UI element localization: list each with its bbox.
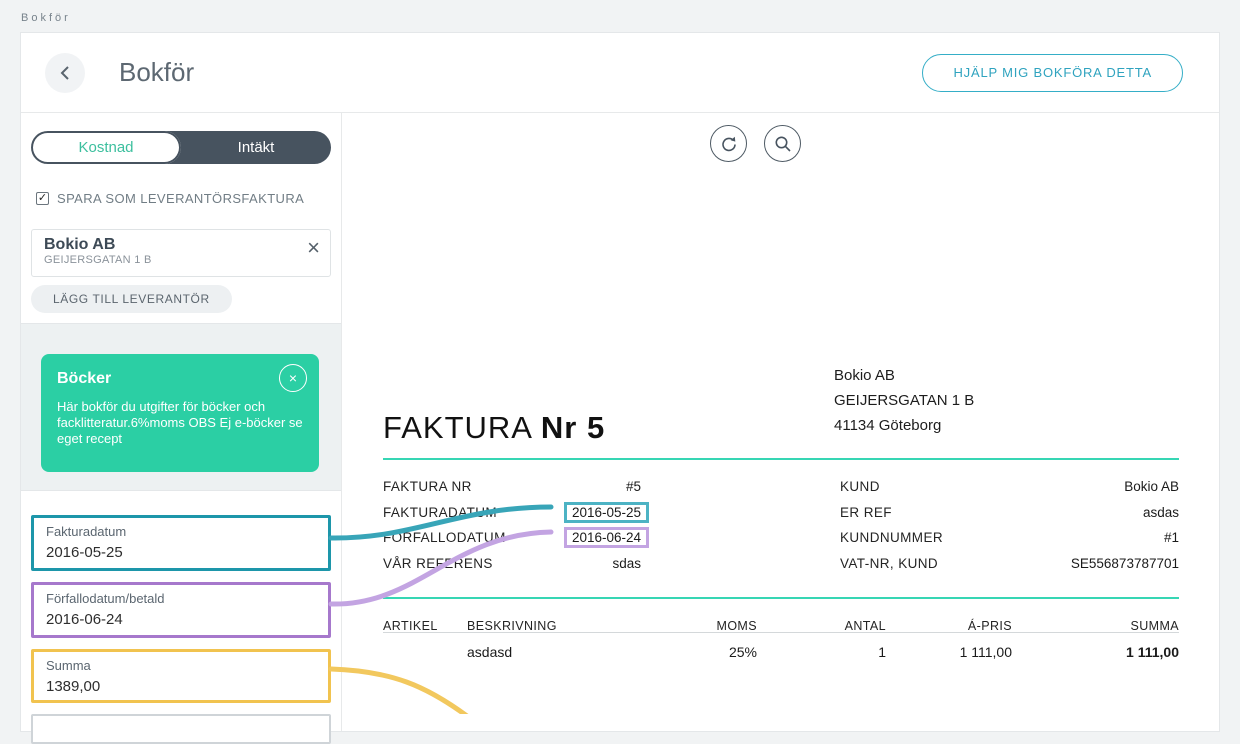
col-summa: SUMMA — [1130, 618, 1179, 633]
cost-income-toggle: Kostnad Intäkt — [31, 131, 331, 164]
meta-value: SE556873787701 — [1070, 555, 1179, 571]
header: Bokför HJÄLP MIG BOKFÖRA DETTA — [21, 33, 1219, 113]
col-moms: MOMS — [716, 618, 757, 633]
col-antal: ANTAL — [844, 618, 886, 633]
meta-row-invoice-nr: FAKTURA NR #5 — [383, 474, 641, 500]
save-as-supplier-invoice-label: SPARA SOM LEVERANTÖRSFAKTURA — [57, 191, 305, 206]
due-date-field[interactable]: Förfallodatum/betald 2016-06-24 — [31, 582, 331, 638]
invoice-date-field[interactable]: Fakturadatum 2016-05-25 — [31, 515, 331, 571]
due-date-value[interactable]: 2016-06-24 — [46, 611, 123, 628]
meta-label: ER REF — [840, 504, 892, 520]
category-close-icon[interactable]: × — [279, 364, 307, 392]
main-card: Bokför HJÄLP MIG BOKFÖRA DETTA Kostnad I… — [20, 32, 1220, 744]
rotate-icon — [721, 136, 736, 151]
supplier-name: Bokio AB — [44, 236, 116, 253]
meta-label: VAT-NR, KUND — [840, 555, 939, 571]
meta-label: FAKTURADATUM — [383, 504, 498, 520]
invoice-title-word: FAKTURA — [383, 410, 532, 445]
supplier-close-icon[interactable]: × — [307, 235, 320, 260]
save-as-supplier-invoice-checkbox[interactable]: ✓ — [36, 192, 49, 205]
col-artikel: ARTIKEL — [383, 618, 438, 633]
meta-row-due-date: FÖRFALLODATUM 2016-06-24 — [383, 525, 649, 551]
back-button[interactable] — [45, 52, 85, 93]
invoice-preview-pane: FAKTURA Nr 5 Bokio AB GEIJERSGATAN 1 B 4… — [342, 113, 1219, 731]
invoice-date-value[interactable]: 2016-05-25 — [46, 544, 123, 561]
recipient-city: 41134 Göteborg — [834, 417, 942, 434]
supplier-card: Bokio AB GEIJERSGATAN 1 B × — [31, 229, 331, 277]
add-supplier-button[interactable]: LÄGG TILL LEVERANTÖR — [31, 285, 232, 313]
meta-value-highlight-teal: 2016-05-25 — [563, 501, 649, 523]
help-book-button[interactable]: HJÄLP MIG BOKFÖRA DETTA — [922, 53, 1183, 92]
cell-summa: 1 111,00 — [1126, 644, 1179, 660]
form-fields: Fakturadatum 2016-05-25 Förfallodatum/be… — [31, 515, 331, 744]
invoice-date-label: Fakturadatum — [46, 524, 127, 539]
meta-value: sdas — [612, 555, 641, 571]
recipient-address: Bokio AB GEIJERSGATAN 1 B 41134 Göteborg — [834, 363, 974, 438]
check-icon: ✓ — [37, 192, 48, 204]
save-as-supplier-invoice-row: ✓ SPARA SOM LEVERANTÖRSFAKTURA — [31, 191, 331, 206]
page-title: Bokför — [119, 57, 195, 87]
meta-value: #1 — [1163, 530, 1179, 546]
toggle-kostnad[interactable]: Kostnad — [31, 131, 181, 164]
toggle-intakt[interactable]: Intäkt — [237, 139, 275, 156]
meta-value-highlight-purple: 2016-06-24 — [563, 527, 649, 549]
meta-row-vat-number: VAT-NR, KUND SE556873787701 — [840, 551, 1179, 577]
sidebar: Kostnad Intäkt ✓ SPARA SOM LEVERANTÖRSFA… — [21, 113, 342, 744]
meta-value: Bokio AB — [1124, 479, 1179, 495]
invoice-title: FAKTURA Nr 5 — [383, 410, 605, 446]
magnifier-icon — [775, 136, 791, 152]
meta-label: FAKTURA NR — [383, 479, 472, 495]
meta-value: #5 — [625, 479, 641, 495]
meta-label: VÅR REFERENS — [383, 555, 493, 571]
col-a-pris: Á-PRIS — [967, 618, 1012, 633]
meta-label: KUNDNUMMER — [840, 530, 943, 546]
cell-a-pris: 1 111,00 — [959, 644, 1012, 660]
category-description: Här bokför du utgifter för böcker och fa… — [57, 399, 303, 446]
chevron-left-icon — [60, 65, 69, 80]
line-items-header: ARTIKEL BESKRIVNING MOMS ANTAL Á-PRIS SU… — [383, 599, 1179, 633]
cell-antal: 1 — [878, 644, 886, 660]
recipient-name: Bokio AB — [834, 367, 895, 384]
meta-row-our-ref: VÅR REFERENS sdas — [383, 551, 641, 577]
category-title: Böcker — [57, 370, 112, 387]
meta-row-invoice-date: FAKTURADATUM 2016-05-25 — [383, 500, 649, 526]
meta-label: FÖRFALLODATUM — [383, 530, 506, 546]
due-date-label: Förfallodatum/betald — [46, 591, 165, 606]
invoice-number-title: Nr 5 — [540, 410, 606, 445]
supplier-address: GEIJERSGATAN 1 B — [44, 254, 152, 266]
recipient-street: GEIJERSGATAN 1 B — [834, 392, 975, 409]
category-section: Böcker × Här bokför du utgifter för böck… — [21, 323, 341, 491]
divider-top — [383, 458, 1179, 460]
cell-moms: 25% — [728, 644, 757, 660]
col-beskrivning: BESKRIVNING — [467, 618, 557, 633]
invoice-meta: FAKTURA NR #5 FAKTURADATUM 2016-05-25 FÖ… — [383, 474, 1179, 576]
breadcrumb-page-label: Bokför — [21, 12, 71, 24]
category-card: Böcker × Här bokför du utgifter för böck… — [41, 354, 319, 472]
cell-beskrivning: asdasd — [467, 644, 513, 660]
divider-table — [383, 597, 1179, 599]
meta-row-your-ref: ER REF asdas — [840, 500, 1179, 526]
meta-value: asdas — [1142, 504, 1179, 520]
rotate-button[interactable] — [710, 125, 747, 162]
meta-label: KUND — [840, 479, 880, 495]
meta-row-customer-number: KUNDNUMMER #1 — [840, 525, 1179, 551]
next-field-partial[interactable] — [31, 714, 331, 744]
invoice-document: FAKTURA Nr 5 Bokio AB GEIJERSGATAN 1 B 4… — [383, 363, 1179, 671]
sum-label: Summa — [46, 658, 91, 673]
meta-row-customer: KUND Bokio AB — [840, 474, 1179, 500]
sum-field[interactable]: Summa 1389,00 — [31, 649, 331, 703]
zoom-button[interactable] — [764, 125, 801, 162]
sum-value[interactable]: 1389,00 — [46, 678, 101, 695]
line-item-row: asdasd 25% 1 1 111,00 1 111,00 — [383, 633, 1179, 671]
